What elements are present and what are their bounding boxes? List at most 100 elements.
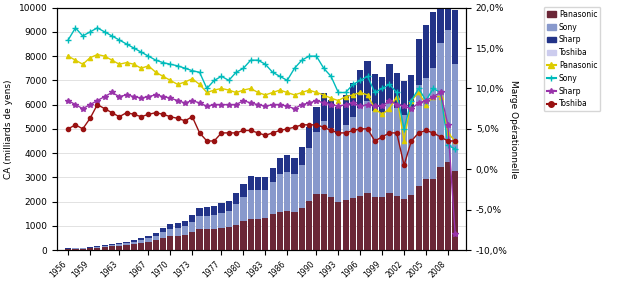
Bar	[401, 199, 407, 250]
Bar	[357, 150, 363, 250]
Bar	[247, 219, 254, 250]
Bar	[138, 243, 144, 250]
Bar	[226, 201, 232, 211]
Bar	[255, 204, 261, 250]
Bar	[196, 216, 203, 229]
Bar	[146, 238, 152, 242]
Bar	[342, 95, 349, 125]
Bar	[321, 121, 327, 194]
Bar	[386, 136, 392, 250]
Bar	[240, 221, 247, 250]
Bar	[152, 236, 159, 240]
Bar	[116, 246, 122, 250]
Bar	[379, 148, 385, 250]
Bar	[371, 111, 378, 197]
Bar	[270, 182, 276, 214]
Bar	[233, 204, 239, 225]
Bar	[211, 215, 217, 229]
Bar	[175, 236, 181, 250]
Bar	[175, 228, 181, 236]
Bar	[116, 243, 122, 244]
Bar	[394, 196, 400, 250]
Bar	[80, 248, 86, 250]
Bar	[350, 83, 356, 117]
Bar	[335, 134, 341, 202]
Bar	[299, 186, 305, 250]
Bar	[109, 246, 115, 250]
Bar	[233, 225, 239, 250]
Bar	[386, 193, 392, 250]
Bar	[167, 236, 173, 250]
Bar	[284, 193, 291, 250]
Bar	[365, 142, 371, 250]
Bar	[240, 206, 247, 250]
Bar	[116, 246, 122, 250]
Bar	[262, 177, 268, 190]
Bar	[335, 170, 341, 250]
Bar	[379, 113, 385, 197]
Bar	[342, 166, 349, 250]
Bar	[218, 228, 225, 250]
Bar	[196, 229, 203, 250]
Bar	[350, 198, 356, 250]
Bar	[226, 211, 232, 227]
Bar	[175, 233, 181, 250]
Bar	[357, 70, 363, 108]
Bar	[94, 248, 101, 250]
Bar	[226, 220, 232, 250]
Bar	[445, 0, 451, 30]
Bar	[291, 174, 297, 212]
Bar	[204, 224, 210, 250]
Bar	[284, 172, 291, 211]
Bar	[189, 222, 196, 232]
Bar	[247, 176, 254, 190]
Bar	[430, 12, 436, 68]
Bar	[284, 155, 291, 172]
Y-axis label: CA (milliards de yens): CA (milliards de yens)	[4, 79, 13, 179]
Bar	[423, 96, 429, 250]
Bar	[423, 78, 429, 179]
Bar	[371, 146, 378, 250]
Bar	[437, 0, 444, 43]
Bar	[365, 61, 371, 101]
Bar	[335, 107, 341, 134]
Bar	[299, 147, 305, 165]
Bar	[365, 101, 371, 193]
Bar	[182, 226, 188, 235]
Bar	[379, 77, 385, 113]
Bar	[328, 166, 334, 250]
Bar	[123, 242, 130, 243]
Bar	[204, 216, 210, 229]
Bar	[445, 30, 451, 162]
Bar	[357, 196, 363, 250]
Bar	[262, 190, 268, 218]
Bar	[123, 245, 130, 250]
Bar	[94, 246, 101, 247]
Bar	[72, 249, 78, 250]
Bar	[321, 194, 327, 250]
Bar	[160, 238, 166, 250]
Bar	[204, 207, 210, 216]
Bar	[277, 194, 283, 250]
Bar	[211, 229, 217, 250]
Bar	[102, 246, 108, 247]
Bar	[430, 95, 436, 250]
Bar	[138, 238, 144, 240]
Bar	[109, 245, 115, 246]
Bar	[218, 213, 225, 228]
Bar	[394, 108, 400, 196]
Bar	[437, 167, 444, 250]
Bar	[80, 248, 86, 250]
Bar	[284, 211, 291, 250]
Bar	[218, 222, 225, 250]
Bar	[408, 112, 415, 195]
Bar	[270, 200, 276, 250]
Bar	[131, 244, 137, 250]
Bar	[146, 241, 152, 250]
Bar	[371, 197, 378, 250]
Bar	[277, 212, 283, 250]
Bar	[182, 220, 188, 226]
Bar	[270, 168, 276, 182]
Bar	[87, 248, 93, 250]
Bar	[408, 145, 415, 250]
